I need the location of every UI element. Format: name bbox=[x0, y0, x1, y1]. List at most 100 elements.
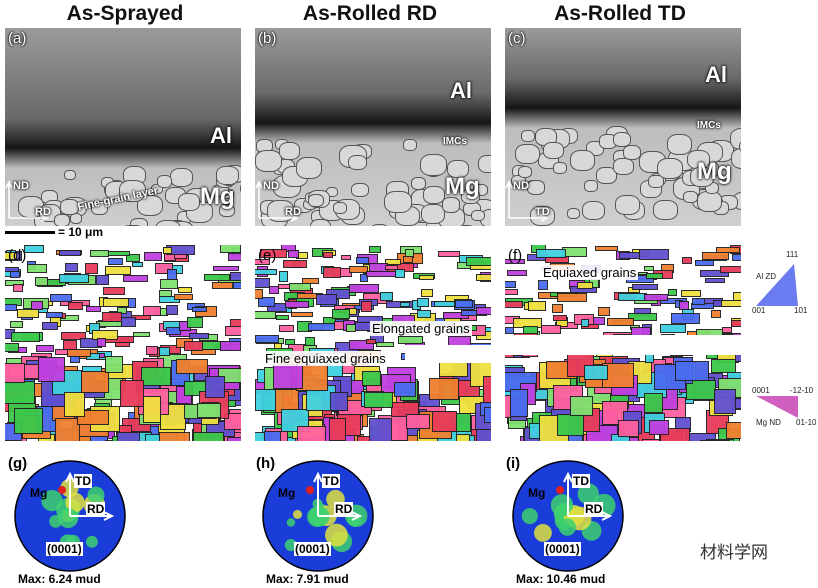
grain bbox=[668, 289, 678, 297]
annotation: Al bbox=[705, 62, 727, 87]
grain bbox=[163, 254, 189, 263]
grain bbox=[102, 286, 125, 296]
grain bbox=[476, 306, 491, 315]
grain bbox=[183, 341, 204, 351]
grain bbox=[515, 143, 541, 165]
grain bbox=[686, 379, 716, 400]
grain bbox=[213, 265, 240, 272]
grain bbox=[595, 246, 619, 252]
grain bbox=[528, 301, 547, 311]
grain bbox=[557, 293, 587, 303]
grain bbox=[576, 281, 593, 289]
grain bbox=[255, 278, 271, 289]
grain bbox=[581, 200, 605, 220]
scale-bar-label: = 10 μm bbox=[58, 225, 104, 239]
grain bbox=[105, 336, 135, 344]
grain bbox=[552, 315, 568, 321]
grain bbox=[174, 251, 188, 260]
grain bbox=[551, 304, 563, 314]
ipf-triangle bbox=[756, 264, 798, 306]
pole-figure bbox=[262, 460, 374, 572]
grain bbox=[178, 321, 192, 331]
ebsd-map: (e) Elongated grains Fine equiaxed grains bbox=[255, 245, 491, 441]
grain bbox=[89, 322, 101, 334]
grain bbox=[215, 166, 239, 186]
grain bbox=[175, 338, 194, 348]
grain bbox=[255, 311, 277, 319]
annotation: Equiaxed grains bbox=[541, 265, 639, 280]
grain bbox=[323, 251, 333, 258]
grain bbox=[159, 278, 178, 290]
grain bbox=[570, 395, 593, 417]
grain bbox=[690, 303, 715, 309]
grain bbox=[674, 299, 684, 309]
grain bbox=[348, 265, 369, 273]
panel-label: (e) bbox=[258, 247, 277, 264]
grain bbox=[284, 339, 296, 346]
grain bbox=[362, 293, 393, 304]
grain bbox=[217, 368, 241, 384]
grain bbox=[315, 293, 337, 305]
axis-label: TD bbox=[535, 206, 550, 218]
panel-label: (a) bbox=[8, 30, 27, 47]
grain bbox=[420, 204, 446, 224]
axis-label: ND bbox=[13, 180, 29, 192]
grain bbox=[136, 194, 164, 216]
grain bbox=[205, 375, 226, 398]
grain bbox=[617, 420, 639, 438]
grain bbox=[638, 272, 648, 279]
grain bbox=[531, 245, 547, 254]
grain bbox=[607, 318, 634, 326]
grain bbox=[580, 318, 590, 328]
grain bbox=[34, 277, 49, 287]
grain bbox=[10, 332, 40, 343]
grain bbox=[368, 245, 381, 253]
grain bbox=[632, 284, 659, 290]
grain bbox=[569, 286, 598, 293]
grain bbox=[226, 436, 241, 441]
grain bbox=[731, 317, 741, 325]
grain bbox=[420, 289, 433, 297]
grain bbox=[385, 301, 413, 309]
grain bbox=[333, 267, 352, 278]
grain bbox=[159, 432, 191, 441]
panel-label: (h) bbox=[256, 455, 276, 472]
pf-max: Max: 6.24 mud bbox=[18, 572, 101, 586]
grain bbox=[399, 301, 410, 308]
grain bbox=[278, 271, 288, 282]
grain bbox=[507, 269, 527, 277]
grain bbox=[628, 287, 641, 293]
grain bbox=[569, 150, 596, 172]
grain bbox=[264, 430, 282, 441]
intensity-blob bbox=[58, 507, 79, 529]
grain bbox=[228, 253, 241, 261]
annotation: Al bbox=[210, 123, 232, 148]
grain bbox=[132, 331, 151, 337]
grain bbox=[41, 322, 59, 330]
grain bbox=[274, 388, 299, 413]
grain bbox=[596, 167, 618, 185]
grain bbox=[573, 313, 594, 325]
grain bbox=[643, 265, 655, 272]
grain bbox=[441, 197, 461, 213]
grain bbox=[296, 320, 313, 332]
grain bbox=[178, 193, 201, 212]
panel-label: (f) bbox=[508, 247, 523, 264]
grain bbox=[278, 142, 301, 160]
grain bbox=[144, 251, 163, 261]
grain bbox=[219, 341, 241, 352]
grain bbox=[384, 265, 399, 271]
grain bbox=[55, 418, 81, 441]
grain bbox=[633, 297, 658, 305]
grain bbox=[224, 413, 241, 430]
grain bbox=[5, 297, 23, 306]
grain bbox=[155, 307, 168, 317]
legend-corner: 111 bbox=[786, 250, 799, 259]
grain bbox=[334, 342, 360, 353]
grain bbox=[455, 299, 473, 308]
grain bbox=[639, 248, 670, 260]
grain bbox=[140, 367, 171, 387]
pf-axis: TD bbox=[322, 474, 340, 488]
grain bbox=[526, 180, 545, 195]
